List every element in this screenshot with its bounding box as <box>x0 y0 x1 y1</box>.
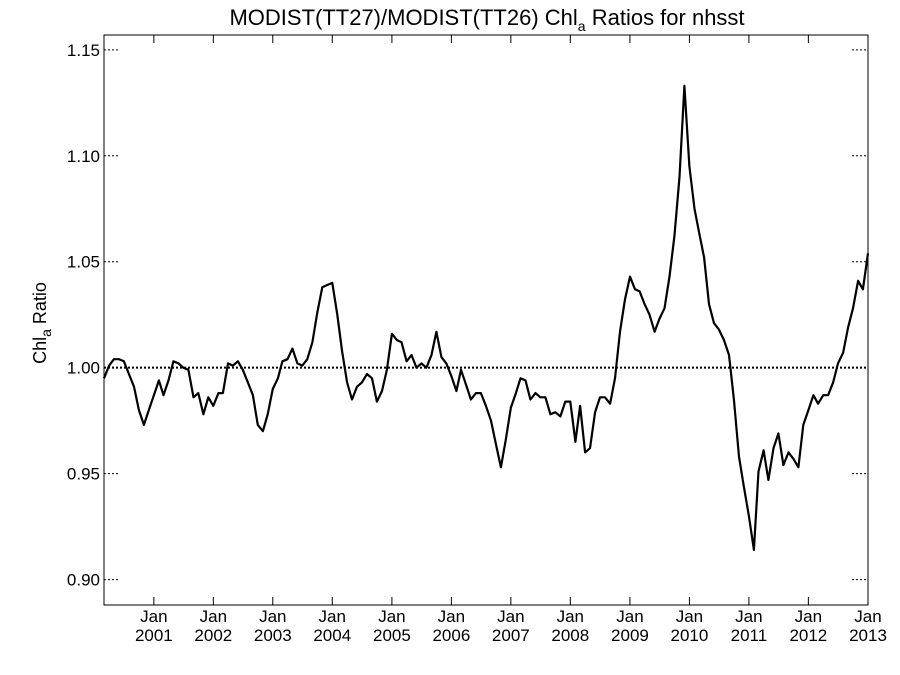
chart-title-suffix: Ratios for nhsst <box>586 5 745 30</box>
x-tick-label-month: Jan <box>497 607 524 626</box>
x-tick-label-year: 2006 <box>432 626 470 645</box>
chart-title: MODIST(TT27)/MODIST(TT26) Chla Ratios fo… <box>229 5 744 34</box>
x-tick-label-year: 2003 <box>254 626 292 645</box>
y-tick-label: 0.90 <box>67 571 100 590</box>
x-tick-label-month: Jan <box>676 607 703 626</box>
y-axis-ticks: 0.90 0.95 1.00 1.05 1.10 1.15 <box>67 41 868 590</box>
series-line <box>102 84 870 551</box>
x-tick-label-year: 2005 <box>373 626 411 645</box>
x-tick-label-month: Jan <box>259 607 286 626</box>
y-tick-label: 1.05 <box>67 253 100 272</box>
x-tick-label-year: 2007 <box>492 626 530 645</box>
y-axis-label-subscript: a <box>38 329 54 337</box>
x-tick-label-month: Jan <box>319 607 346 626</box>
x-tick-label-year: 2013 <box>849 626 887 645</box>
x-tick-label-month: Jan <box>854 607 881 626</box>
x-tick-label-year: 2008 <box>551 626 589 645</box>
x-tick-label-month: Jan <box>795 607 822 626</box>
y-tick-label: 0.95 <box>67 465 100 484</box>
x-tick-label-year: 2012 <box>789 626 827 645</box>
x-tick-label-year: 2010 <box>671 626 709 645</box>
y-tick-label: 1.10 <box>67 147 100 166</box>
x-tick-label-month: Jan <box>200 607 227 626</box>
plot-frame <box>103 34 869 606</box>
y-axis-label-main: Chl <box>30 337 50 364</box>
x-tick-label-year: 2002 <box>194 626 232 645</box>
x-tick-label-month: Jan <box>735 607 762 626</box>
x-tick-label-month: Jan <box>616 607 643 626</box>
y-tick-label: 1.15 <box>67 41 100 60</box>
chart-title-main: MODIST(TT27)/MODIST(TT26) Chl <box>229 5 577 30</box>
x-tick-label-year: 2011 <box>731 626 768 645</box>
x-tick-label-month: Jan <box>140 607 167 626</box>
y-axis-label: Chla Ratio <box>30 282 54 364</box>
x-tick-label-month: Jan <box>378 607 405 626</box>
x-tick-label-month: Jan <box>438 607 465 626</box>
x-tick-label-year: 2001 <box>135 626 173 645</box>
chart-title-subscript: a <box>578 18 586 34</box>
x-axis-ticks: Jan2001Jan2002Jan2003Jan2004Jan2005Jan20… <box>135 35 887 645</box>
y-axis-label-suffix: Ratio <box>30 282 50 329</box>
x-tick-label-year: 2004 <box>313 626 351 645</box>
x-tick-label-month: Jan <box>557 607 584 626</box>
x-tick-label-year: 2009 <box>611 626 649 645</box>
y-tick-label: 1.00 <box>67 359 100 378</box>
